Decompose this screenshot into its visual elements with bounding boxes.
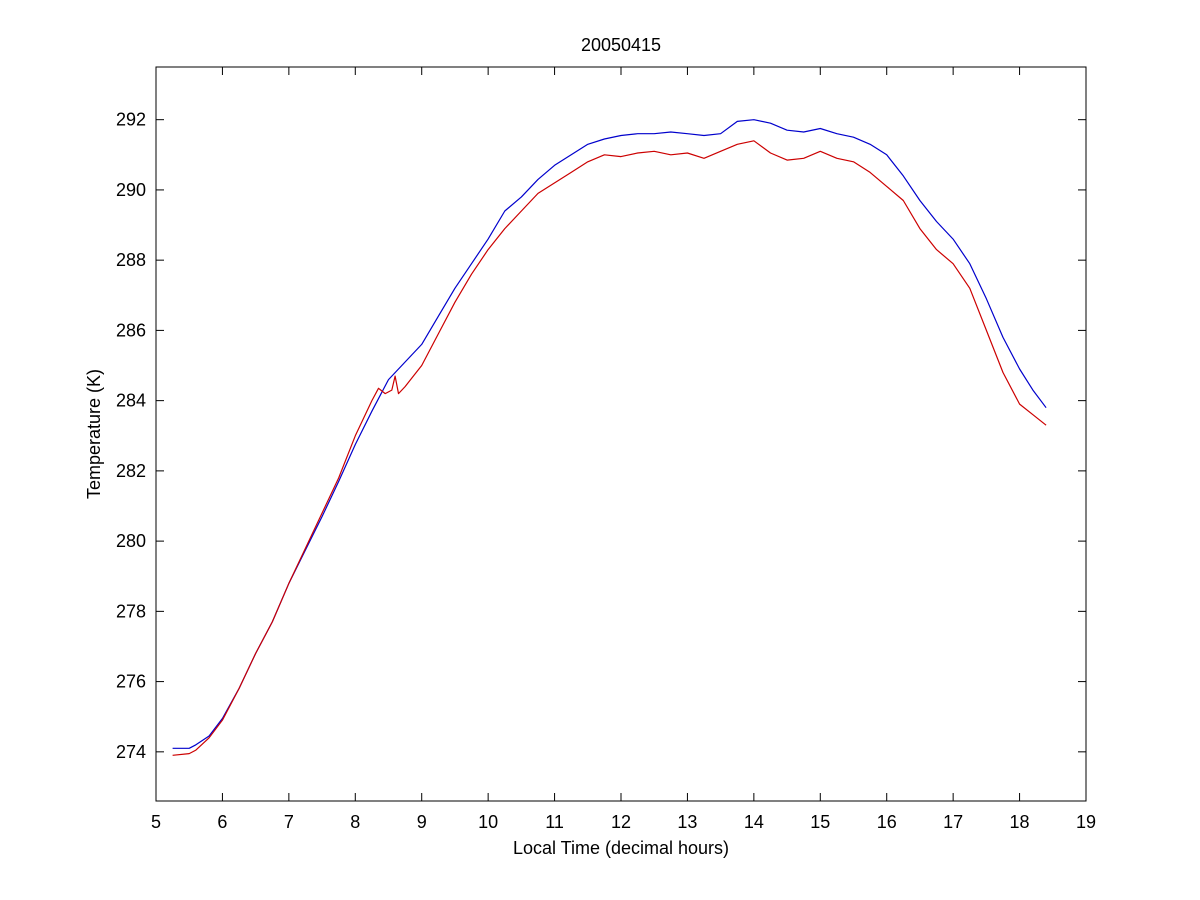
chart-title: 20050415 <box>581 35 661 55</box>
x-tick-label: 11 <box>545 812 564 832</box>
x-tick-label: 16 <box>877 812 897 832</box>
x-tick-label: 6 <box>217 812 227 832</box>
x-tick-label: 18 <box>1010 812 1030 832</box>
y-tick-label: 292 <box>116 110 146 130</box>
x-axis-label: Local Time (decimal hours) <box>513 838 729 858</box>
x-tick-label: 9 <box>417 812 427 832</box>
series-line-2 <box>172 140 1047 756</box>
x-tick-label: 8 <box>350 812 360 832</box>
x-tick-label: 15 <box>810 812 830 832</box>
y-tick-label: 284 <box>116 391 146 411</box>
x-tick-label: 17 <box>943 812 963 832</box>
x-tick-label: 7 <box>284 812 294 832</box>
y-tick-label: 290 <box>116 180 146 200</box>
x-tick-label: 19 <box>1076 812 1096 832</box>
series-layer <box>172 119 1047 756</box>
y-axis-label: Temperature (K) <box>84 369 104 499</box>
series-line-1 <box>172 119 1047 749</box>
y-axis-ticks: 274 276 278 280 282 284 286 288 290 292 <box>116 110 1086 762</box>
x-tick-label: 14 <box>744 812 764 832</box>
y-tick-label: 274 <box>116 742 146 762</box>
y-tick-label: 280 <box>116 531 146 551</box>
y-tick-label: 282 <box>116 461 146 481</box>
x-tick-label: 12 <box>611 812 631 832</box>
x-tick-label: 10 <box>478 812 498 832</box>
y-tick-label: 288 <box>116 250 146 270</box>
x-tick-label: 13 <box>677 812 697 832</box>
plot-area <box>155 66 1087 802</box>
x-axis-ticks: 5 6 7 8 9 10 11 12 13 14 15 16 17 18 19 <box>151 67 1096 832</box>
y-tick-label: 278 <box>116 601 146 621</box>
x-tick-label: 5 <box>151 812 161 832</box>
y-tick-label: 286 <box>116 320 146 340</box>
y-tick-label: 276 <box>116 672 146 692</box>
